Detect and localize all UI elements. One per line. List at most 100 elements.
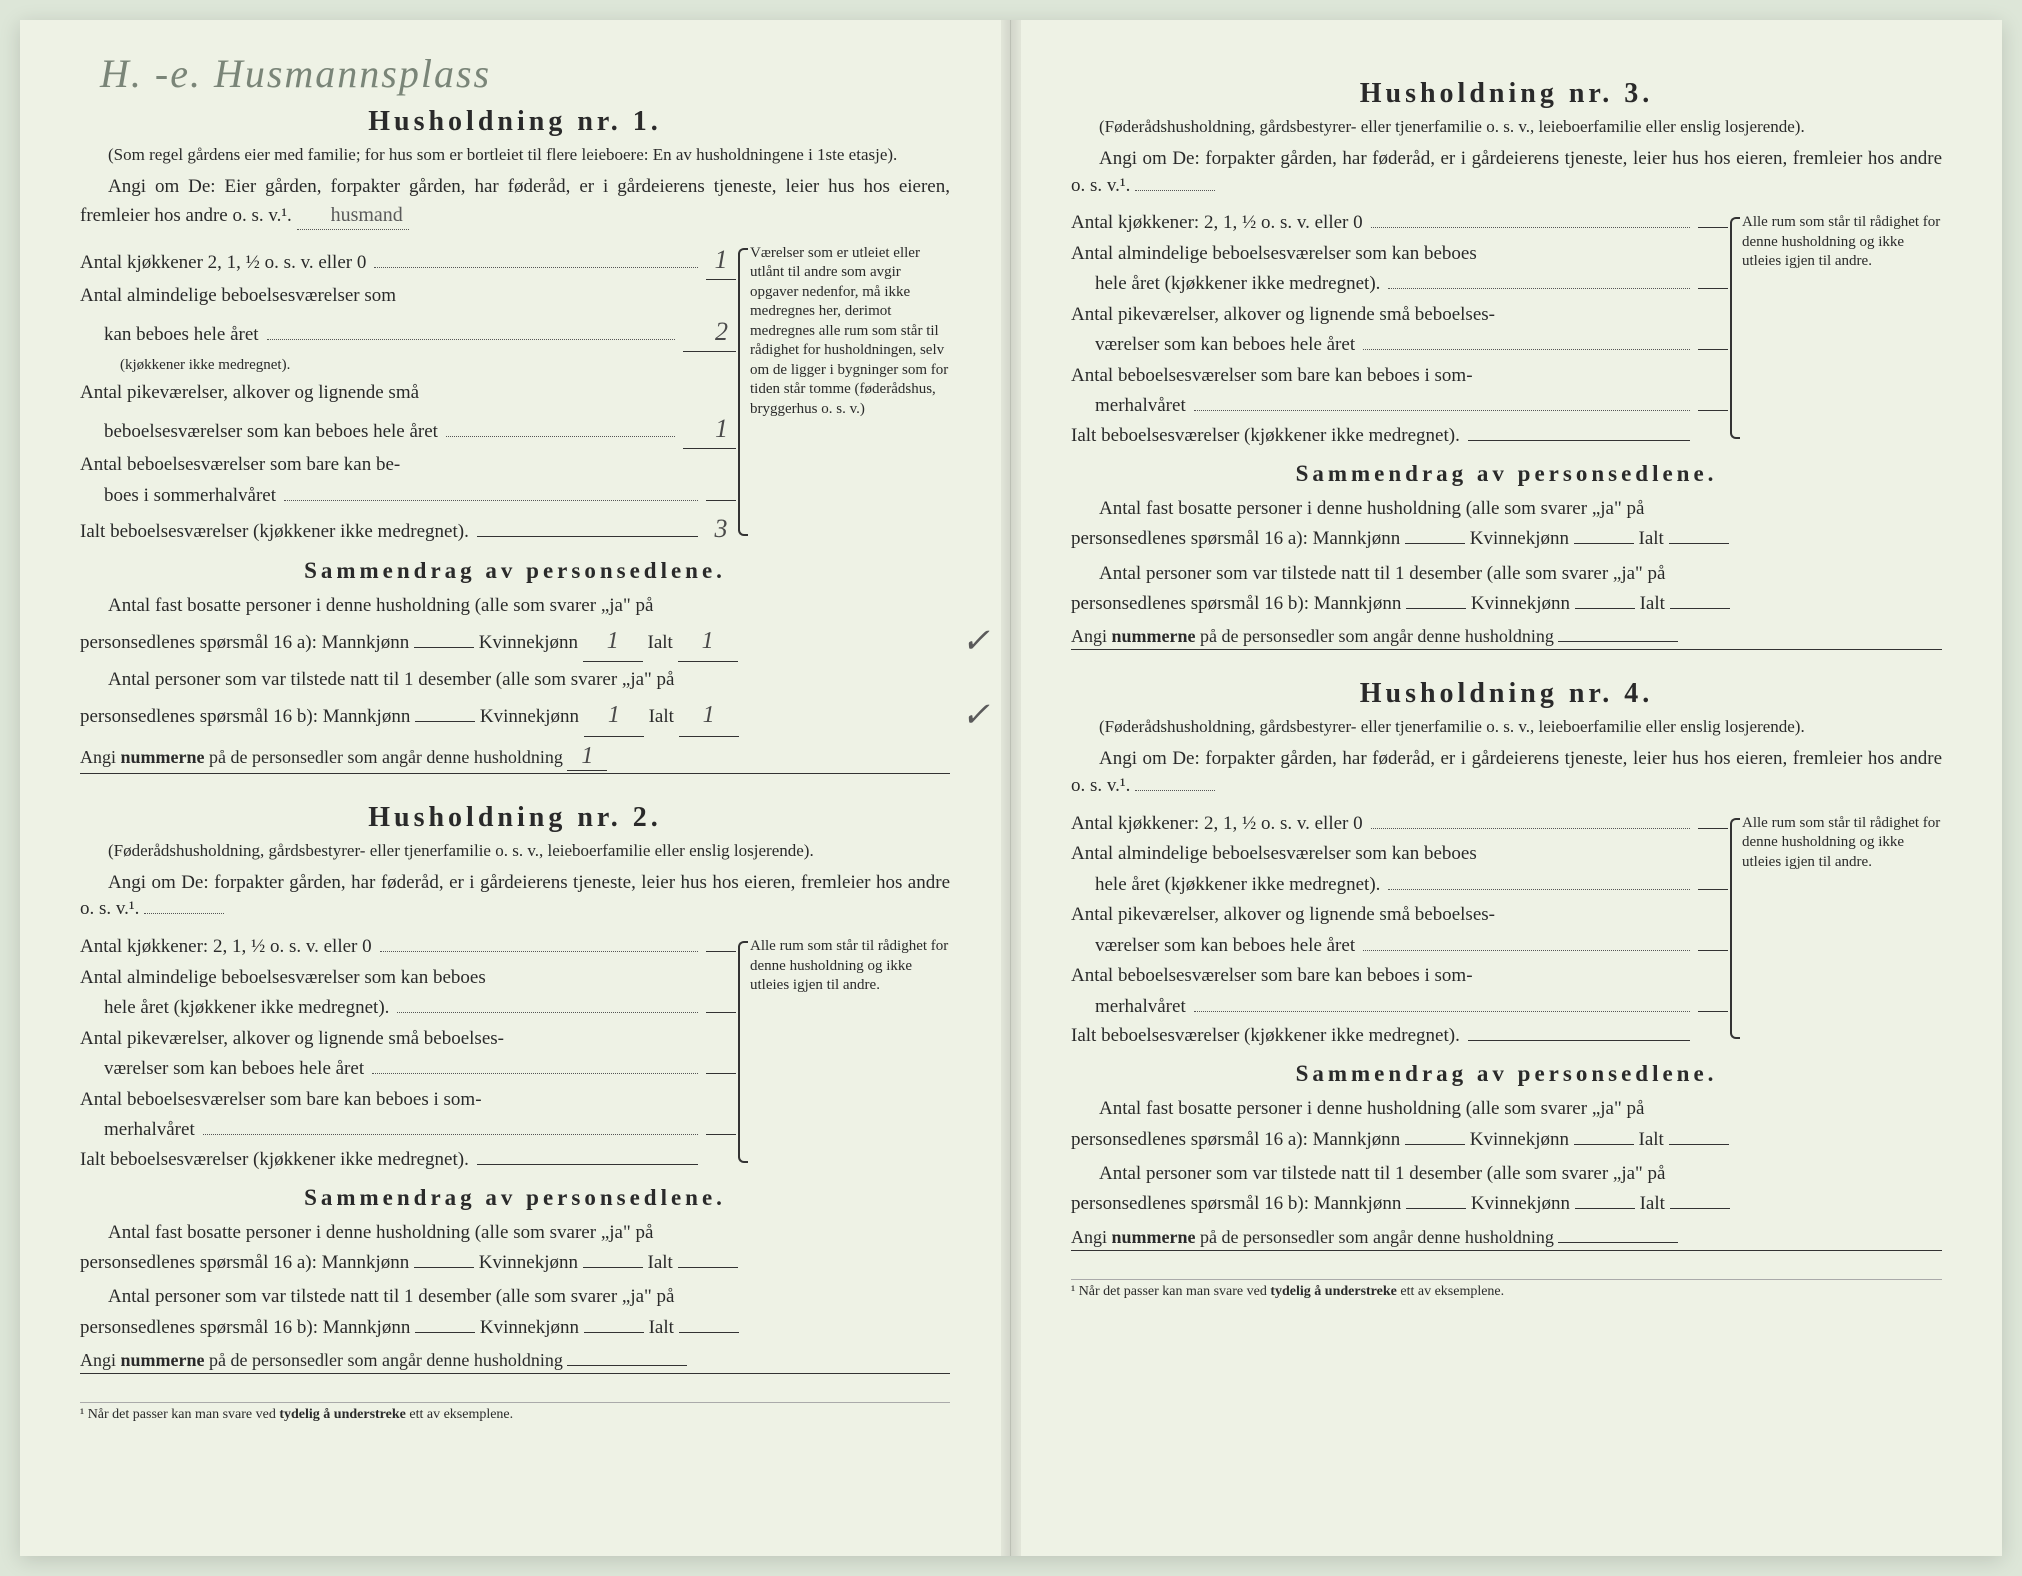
label-ialt-4: Ialt bbox=[1639, 1129, 1664, 1150]
nummerne-bold-2: nummerne bbox=[121, 1350, 205, 1370]
v16b-i-3 bbox=[1670, 608, 1730, 609]
questions-main-3: Antal kjøkkener: 2, 1, ½ o. s. v. eller … bbox=[1071, 209, 1728, 447]
angi-num-prefix-2: Angi bbox=[80, 1350, 121, 1370]
angi-num-prefix-3: Angi bbox=[1071, 626, 1112, 646]
q-som2-3: merhalvåret bbox=[1071, 392, 1186, 421]
angi-num-4: Angi nummerne på de personsedler som ang… bbox=[1071, 1227, 1942, 1251]
label-ialt-3: Ialt bbox=[1639, 528, 1664, 549]
angi-num-val-2 bbox=[567, 1365, 687, 1366]
summary-title-1: Sammendrag av personsedlene. bbox=[80, 558, 950, 584]
v16a-k-3 bbox=[1574, 543, 1634, 544]
q-pike1-2: Antal pikeværelser, alkover og lignende … bbox=[80, 1025, 504, 1054]
label-ialt-2: Ialt bbox=[648, 1252, 673, 1273]
q-kitchens-value: 1 bbox=[706, 240, 736, 280]
angi-num-rest-4: på de personsedler som angår denne husho… bbox=[1196, 1227, 1554, 1247]
household-3: Husholdning nr. 3. (Føderådshusholdning,… bbox=[1071, 78, 1942, 650]
angi-text-3: Angi om De: forpakter gården, har føderå… bbox=[1071, 148, 1942, 196]
v16a-k-4 bbox=[1574, 1144, 1634, 1145]
household-4-questions: Antal kjøkkener: 2, 1, ½ o. s. v. eller … bbox=[1071, 810, 1942, 1048]
side-note-3: Alle rum som står til rådighet for denne… bbox=[1742, 209, 1942, 447]
nummerne-bold-3: nummerne bbox=[1112, 626, 1196, 646]
side-note-4: Alle rum som står til rådighet for denne… bbox=[1742, 810, 1942, 1048]
questions-main-4: Antal kjøkkener: 2, 1, ½ o. s. v. eller … bbox=[1071, 810, 1728, 1048]
label-16b-2: personsedlenes spørsmål 16 b): Mannkjønn bbox=[80, 1317, 410, 1338]
q-alm-val-3 bbox=[1698, 288, 1728, 289]
q-som1-4: Antal beboelsesværelser som bare kan beb… bbox=[1071, 962, 1473, 991]
brace-icon-4 bbox=[1730, 818, 1740, 1040]
q-pike2-2: værelser som kan beboes hele året bbox=[80, 1055, 364, 1084]
angi-num-2: Angi nummerne på de personsedler som ang… bbox=[80, 1350, 950, 1374]
q-kj-3: Antal kjøkkener: 2, 1, ½ o. s. v. eller … bbox=[1071, 209, 1363, 238]
brace-icon-2 bbox=[738, 941, 748, 1163]
v16b-k-3 bbox=[1575, 608, 1635, 609]
q-alm1-3: Antal almindelige beboelsesværelser som … bbox=[1071, 240, 1477, 269]
angi-num-val-3 bbox=[1558, 641, 1678, 642]
angi-num-rest: på de personsedler som angår denne husho… bbox=[205, 747, 563, 767]
household-2-questions: Antal kjøkkener: 2, 1, ½ o. s. v. eller … bbox=[80, 933, 950, 1171]
angi-fill-value: husmand bbox=[297, 201, 409, 230]
v16a-m bbox=[414, 647, 474, 648]
footnote-right: ¹ Når det passer kan man svare ved tydel… bbox=[1071, 1279, 1942, 1300]
summary-title-2: Sammendrag av personsedlene. bbox=[80, 1185, 950, 1211]
label-kvinne-b-4: Kvinnekjønn bbox=[1471, 1193, 1570, 1214]
v16b-k-2 bbox=[584, 1332, 644, 1333]
label-16b-4: personsedlenes spørsmål 16 b): Mannkjønn bbox=[1071, 1193, 1401, 1214]
label-kvinne: Kvinnekjønn bbox=[479, 632, 578, 653]
q-kj-4: Antal kjøkkener: 2, 1, ½ o. s. v. eller … bbox=[1071, 810, 1363, 839]
angi-text-2: Angi om De: forpakter gården, har føderå… bbox=[80, 872, 950, 920]
handwritten-annotation: H. -e. Husmannsplass bbox=[100, 50, 491, 97]
angi-fill-2 bbox=[144, 913, 224, 914]
nummerne-bold: nummerne bbox=[121, 747, 205, 767]
q-alm-val-2 bbox=[706, 1012, 736, 1013]
household-1-angi: Angi om De: Eier gården, forpakter gårde… bbox=[80, 174, 950, 230]
angi-num-rest-2: på de personsedler som angår denne husho… bbox=[205, 1350, 563, 1370]
summary-title-4: Sammendrag av personsedlene. bbox=[1071, 1061, 1942, 1087]
household-3-title: Husholdning nr. 3. bbox=[1071, 78, 1942, 110]
v16b-m bbox=[415, 721, 475, 722]
label-ialt-b-2: Ialt bbox=[649, 1317, 674, 1338]
q-alm2-4: hele året (kjøkkener ikke medregnet). bbox=[1071, 871, 1380, 900]
label-kvinne-b-2: Kvinnekjønn bbox=[480, 1317, 579, 1338]
label-16b-3: personsedlenes spørsmål 16 b): Mannkjønn bbox=[1071, 593, 1401, 614]
q-alm-val-4 bbox=[1698, 889, 1728, 890]
q-kj-val-4 bbox=[1698, 828, 1728, 829]
q-kj-val-3 bbox=[1698, 227, 1728, 228]
summary-16b-4: personsedlenes spørsmål 16 b): Mannkjønn… bbox=[1071, 1188, 1942, 1220]
summary-tilstede-3: Antal personer som var tilstede natt til… bbox=[1071, 560, 1942, 589]
angi-num-1: Angi nummerne på de personsedler som ang… bbox=[80, 743, 950, 774]
v16a-m-3 bbox=[1405, 543, 1465, 544]
v16b-m-3 bbox=[1406, 608, 1466, 609]
q-pike1-3: Antal pikeværelser, alkover og lignende … bbox=[1071, 301, 1495, 330]
q-som2-2: merhalvåret bbox=[80, 1116, 195, 1145]
v16a-i-2 bbox=[678, 1267, 738, 1268]
q-som1-3: Antal beboelsesværelser som bare kan beb… bbox=[1071, 362, 1473, 391]
summary-16b-1: personsedlenes spørsmål 16 b): Mannkjønn… bbox=[80, 695, 950, 737]
questions-main-2: Antal kjøkkener: 2, 1, ½ o. s. v. eller … bbox=[80, 933, 736, 1171]
household-2-angi: Angi om De: forpakter gården, har føderå… bbox=[80, 870, 950, 923]
ialt-label-3: Ialt beboelsesværelser (kjøkkener ikke m… bbox=[1071, 425, 1460, 447]
household-1-title: Husholdning nr. 1. bbox=[80, 106, 950, 138]
summary-fast-1: Antal fast bosatte personer i denne hush… bbox=[80, 592, 950, 621]
v16a-m-2 bbox=[414, 1267, 474, 1268]
q-rooms-value: 2 bbox=[683, 312, 736, 352]
summary-16a-3: personsedlenes spørsmål 16 a): Mannkjønn… bbox=[1071, 523, 1942, 555]
q-rooms-sub: (kjøkkener ikke medregnet). bbox=[80, 354, 290, 377]
ialt-label: Ialt beboelsesværelser (kjøkkener ikke m… bbox=[80, 521, 469, 543]
angi-num-val: 1 bbox=[567, 743, 607, 771]
q-pike1-4: Antal pikeværelser, alkover og lignende … bbox=[1071, 901, 1495, 930]
footnote-text-left: ¹ Når det passer kan man svare ved tydel… bbox=[80, 1407, 513, 1422]
side-note-text-4: Alle rum som står til rådighet for denne… bbox=[1742, 815, 1940, 870]
questions-main: Antal kjøkkener 2, 1, ½ o. s. v. eller 0… bbox=[80, 240, 736, 545]
label-kvinne-2: Kvinnekjønn bbox=[479, 1252, 578, 1273]
label-16a-3: personsedlenes spørsmål 16 a): Mannkjønn bbox=[1071, 528, 1400, 549]
summary-fast-4: Antal fast bosatte personer i denne hush… bbox=[1071, 1095, 1942, 1124]
q-maidrooms-1: Antal pikeværelser, alkover og lignende … bbox=[80, 379, 419, 408]
household-3-subnote: (Føderådshusholdning, gårdsbestyrer- ell… bbox=[1071, 116, 1942, 138]
q-kj-val-2 bbox=[706, 951, 736, 952]
household-4-angi: Angi om De: forpakter gården, har føderå… bbox=[1071, 746, 1942, 799]
page-left: H. -e. Husmannsplass Husholdning nr. 1. … bbox=[20, 20, 1011, 1556]
angi-num-rest-3: på de personsedler som angår denne husho… bbox=[1196, 626, 1554, 646]
label-16a-2: personsedlenes spørsmål 16 a): Mannkjønn bbox=[80, 1252, 409, 1273]
household-1-subnote: (Som regel gårdens eier med familie; for… bbox=[80, 144, 950, 166]
v16b-i-2 bbox=[679, 1332, 739, 1333]
